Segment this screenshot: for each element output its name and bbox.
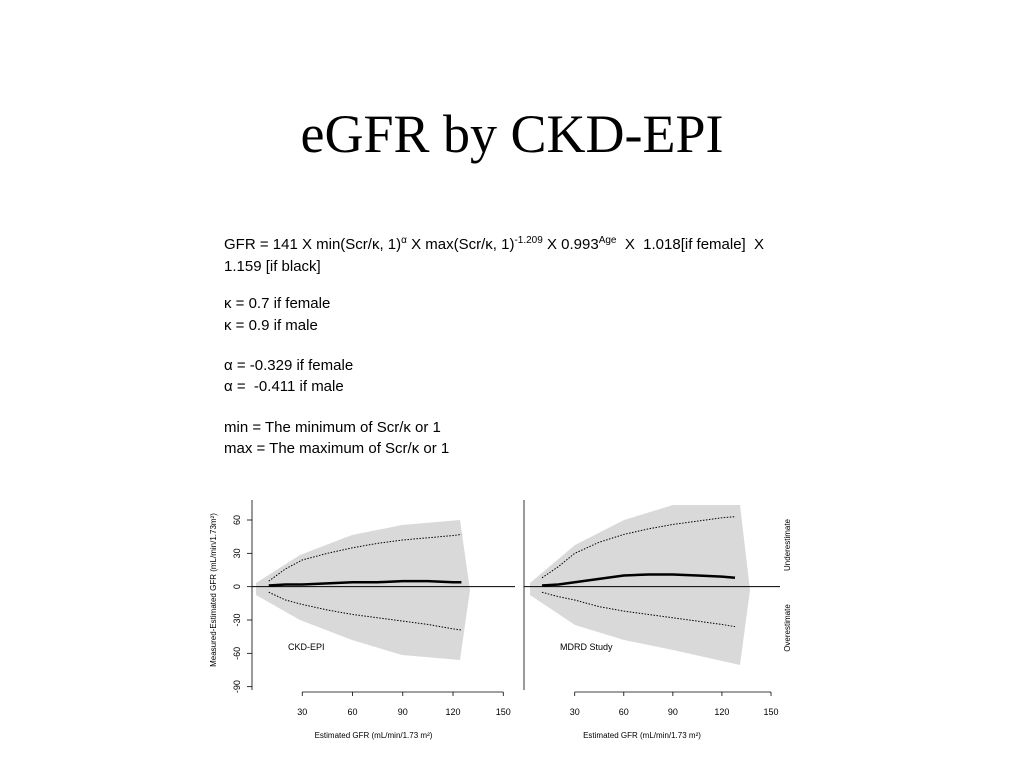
y-axis-label: Measured-Estimated GFR (mL/min/1.73m²) [209,513,218,667]
x-axis-label: Estimated GFR (mL/min/1.73 m²) [583,731,701,740]
x-axis-label: Estimated GFR (mL/min/1.73 m²) [315,731,433,740]
panel-label: CKD-EPI [288,642,325,652]
x-tick-label: 120 [446,707,461,717]
scatter-cloud [256,520,470,660]
formula-sup: α [401,235,407,246]
formula-text: X 0.993 [543,236,599,253]
formula-text: X max(Scr/κ, 1) [407,236,515,253]
x-tick-label: 30 [297,707,307,717]
y-tick-label: -60 [232,647,242,660]
x-tick-label: 60 [619,707,629,717]
x-tick-label: 90 [398,707,408,717]
line-series [268,591,462,631]
formula-sup: Age [599,235,617,246]
formula-text: GFR = 141 X min(Scr/κ, 1) [224,236,401,253]
definition: κ = 0.7 if female [224,295,330,312]
y-tick-label: 0 [232,584,242,589]
y-tick-label: -90 [232,680,242,693]
y-tick-label: -30 [232,613,242,626]
definition: max = The maximum of Scr/κ or 1 [224,440,449,457]
slide-title: eGFR by CKD-EPI [300,104,723,164]
x-tick-label: 120 [714,707,729,717]
panel-label: MDRD Study [560,642,613,652]
x-tick-label: 90 [668,707,678,717]
definition: κ = 0.9 if male [224,317,318,334]
side-label: Overestimate [783,604,792,652]
formula-line: 1.159 [if black] [224,258,321,275]
x-tick-label: 60 [348,707,358,717]
line-series [541,573,736,587]
line-series [541,516,736,579]
definition: α = -0.329 if female [224,357,353,374]
formula-line: GFR = 141 X min(Scr/κ, 1)α X max(Scr/κ, … [224,235,764,253]
formula-sup: -1.209 [514,235,543,246]
scatter-cloud [530,505,750,665]
definition: α = -0.411 if male [224,378,344,395]
x-tick-label: 30 [570,707,580,717]
x-tick-label: 150 [763,707,778,717]
formula-text: X 1.018[if female] X [616,236,764,253]
line-series [268,579,462,587]
side-label: Underestimate [783,518,792,571]
y-tick-label: 60 [232,515,242,525]
definition: min = The minimum of Scr/κ or 1 [224,419,441,436]
line-series [268,533,462,582]
line-series [541,591,736,628]
x-tick-label: 150 [496,707,511,717]
y-tick-label: 30 [232,548,242,558]
